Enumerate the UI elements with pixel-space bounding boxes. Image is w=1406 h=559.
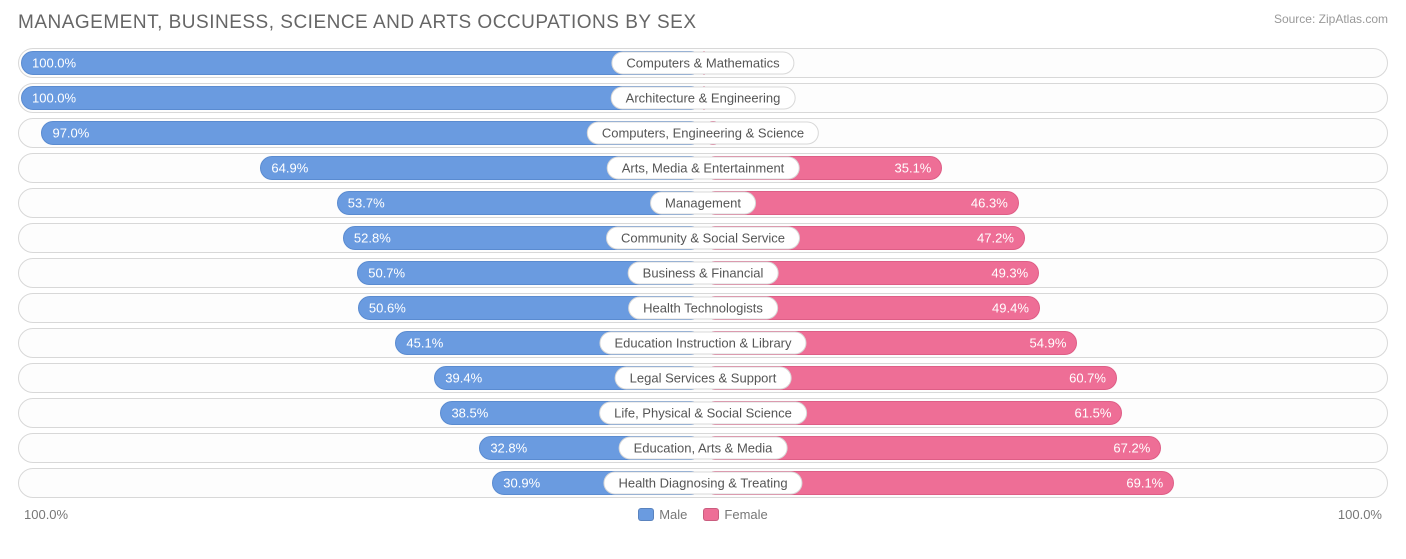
category-label: Health Diagnosing & Treating <box>603 472 802 495</box>
category-label: Life, Physical & Social Science <box>599 402 807 425</box>
chart-header: MANAGEMENT, BUSINESS, SCIENCE AND ARTS O… <box>18 12 1388 34</box>
chart-row: 39.4% 60.7% Legal Services & Support <box>18 363 1388 393</box>
chart-row: 38.5% 61.5% Life, Physical & Social Scienc… <box>18 398 1388 428</box>
chart-title: MANAGEMENT, BUSINESS, SCIENCE AND ARTS O… <box>18 12 697 34</box>
male-value: 30.9% <box>503 476 540 491</box>
male-value: 38.5% <box>451 406 488 421</box>
male-value: 50.7% <box>368 266 405 281</box>
category-label: Architecture & Engineering <box>611 87 796 110</box>
male-value: 97.0% <box>52 126 89 141</box>
occupations-chart: 100.0%0.0%Computers & Mathematics 100.0%0… <box>18 48 1388 498</box>
female-value: 60.7% <box>1069 371 1106 386</box>
legend-male: Male <box>638 507 687 522</box>
female-value: 35.1% <box>895 161 932 176</box>
male-value: 100.0% <box>32 91 76 106</box>
chart-row: 32.8% 67.2% Education, Arts & Media <box>18 433 1388 463</box>
chart-row: 97.0%3.0%Computers, Engineering & Scienc… <box>18 118 1388 148</box>
category-label: Arts, Media & Entertainment <box>607 157 800 180</box>
chart-row: 100.0%0.0%Computers & Mathematics <box>18 48 1388 78</box>
legend: Male Female <box>638 507 768 522</box>
legend-male-label: Male <box>659 507 687 522</box>
chart-row: 64.9% 35.1% Arts, Media & Entertainment <box>18 153 1388 183</box>
chart-row: 50.6% 49.4% Health Technologists <box>18 293 1388 323</box>
chart-row: 30.9% 69.1% Health Diagnosing & Treating <box>18 468 1388 498</box>
category-label: Education Instruction & Library <box>599 332 806 355</box>
legend-female-swatch <box>703 508 719 521</box>
female-value: 46.3% <box>971 196 1008 211</box>
female-value: 49.4% <box>992 301 1029 316</box>
male-value: 50.6% <box>369 301 406 316</box>
male-bar: 100.0% <box>21 51 703 75</box>
female-value: 69.1% <box>1126 476 1163 491</box>
male-bar: 100.0% <box>21 86 703 110</box>
chart-footer: 100.0% Male Female 100.0% <box>18 503 1388 522</box>
female-value: 49.3% <box>991 266 1028 281</box>
chart-row: 50.7% 49.3% Business & Financial <box>18 258 1388 288</box>
male-value: 32.8% <box>490 441 527 456</box>
female-value: 47.2% <box>977 231 1014 246</box>
male-value: 52.8% <box>354 231 391 246</box>
female-value: 67.2% <box>1113 441 1150 456</box>
category-label: Legal Services & Support <box>615 367 792 390</box>
chart-source: Source: ZipAtlas.com <box>1274 12 1388 26</box>
male-value: 53.7% <box>348 196 385 211</box>
male-value: 64.9% <box>271 161 308 176</box>
male-value: 100.0% <box>32 56 76 71</box>
male-value: 39.4% <box>445 371 482 386</box>
category-label: Education, Arts & Media <box>619 437 788 460</box>
category-label: Computers, Engineering & Science <box>587 122 819 145</box>
axis-right-label: 100.0% <box>1338 507 1382 522</box>
female-value: 61.5% <box>1075 406 1112 421</box>
male-value: 45.1% <box>406 336 443 351</box>
category-label: Computers & Mathematics <box>611 52 794 75</box>
legend-female-label: Female <box>724 507 767 522</box>
chart-row: 53.7% 46.3% Management <box>18 188 1388 218</box>
category-label: Business & Financial <box>628 262 779 285</box>
chart-row: 45.1% 54.9% Education Instruction & Librar… <box>18 328 1388 358</box>
chart-row: 100.0%0.0%Architecture & Engineering <box>18 83 1388 113</box>
legend-male-swatch <box>638 508 654 521</box>
category-label: Health Technologists <box>628 297 778 320</box>
female-value: 54.9% <box>1030 336 1067 351</box>
axis-left-label: 100.0% <box>24 507 68 522</box>
category-label: Management <box>650 192 756 215</box>
legend-female: Female <box>703 507 767 522</box>
category-label: Community & Social Service <box>606 227 800 250</box>
chart-row: 52.8% 47.2% Community & Social Service <box>18 223 1388 253</box>
male-bar: 53.7% <box>337 191 703 215</box>
